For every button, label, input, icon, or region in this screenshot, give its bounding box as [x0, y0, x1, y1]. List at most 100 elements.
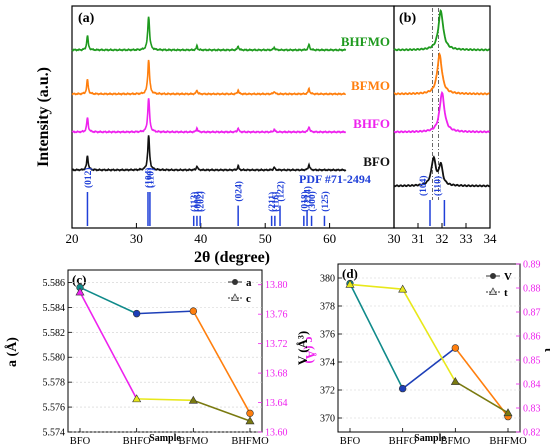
series-t-segment	[349, 283, 403, 290]
series-t-segment	[454, 380, 509, 414]
panel-a: (a) Intensity (a.u.) 2θ (degree) 20 30 40 5…	[35, 5, 395, 266]
series-a-point	[132, 309, 141, 318]
sample-label-bfmo: BFMO	[351, 78, 390, 93]
legend-label-1: a	[246, 277, 252, 289]
hkl-label: (006)	[192, 191, 203, 212]
series-a-segment	[192, 310, 251, 414]
panel-a-xtick-label: 60	[323, 231, 336, 246]
panel-b-curves	[393, 8, 491, 200]
panel-d: (d) V (Å³) t Sample 370 372 374 376 378 380 0.…	[295, 260, 550, 445]
series-a-segment	[136, 310, 194, 315]
panel-c-frame	[67, 269, 263, 433]
right-tick-label: 0.83	[523, 404, 541, 415]
panel-a-sample-labels: BHFMO BFMO BHFO BFO	[341, 34, 390, 169]
hkl-label: (116)	[270, 192, 281, 212]
right-tick-label: 0.88	[523, 284, 541, 295]
panel-a-reference-bars	[86, 192, 326, 226]
x-tick-label: BFO	[340, 436, 361, 445]
right-tick-label: 0.85	[523, 356, 541, 367]
xrd-curve-bfmo	[71, 59, 346, 96]
zoom-curve-bfmo	[393, 52, 490, 96]
series-t-point	[398, 284, 408, 293]
pdf-label: PDF #71-2494	[299, 172, 371, 186]
xrd-curve-bfo	[71, 135, 347, 172]
panel-d-axes: 370 372 374 376 378 380 0.82 0.83 0.84 0.85 0.86 0.…	[320, 260, 541, 445]
right-tick-label: 0.89	[523, 260, 541, 271]
series-c-point	[75, 287, 85, 296]
hkl-label: (012)	[83, 167, 94, 188]
hkl-label: (113)	[189, 192, 200, 212]
panel-b-hkl-labels: (104) (110)	[418, 175, 443, 196]
panel-b-label: (b)	[399, 11, 416, 26]
panel-a-xtick-label: 20	[66, 231, 79, 246]
panel-a-ylabel: Intensity (a.u.)	[35, 67, 52, 167]
panel-d-xlabel: Sample	[414, 433, 446, 444]
series-c-segment	[79, 291, 138, 400]
panel-c-series	[75, 283, 255, 425]
legend-label-2: c	[246, 293, 251, 305]
right-tick-label: 13.76	[265, 310, 288, 321]
hkl-label: (214)	[303, 186, 314, 207]
hkl-label: (018)	[299, 191, 310, 212]
panel-c-legend: ac	[228, 277, 252, 305]
left-tick-label: 372	[320, 386, 335, 397]
legend-marker-2	[230, 293, 240, 301]
zoom-curve-bhfo	[393, 90, 491, 134]
panel-b-hkl-label: (104)	[418, 175, 429, 196]
zoom-curve-bfo	[393, 155, 490, 188]
panel-d-frame	[337, 263, 521, 433]
panel-a-xtick-label: 50	[259, 231, 272, 246]
left-tick-label: 5.574	[43, 428, 66, 439]
left-tick-label: 5.578	[43, 378, 66, 389]
xrd-curve-bhfmo	[71, 16, 347, 52]
left-tick-label: 370	[320, 414, 335, 425]
panel-a-curves	[71, 16, 347, 172]
series-a-point	[189, 307, 198, 315]
panel-c: (c) a (Å) c (Å) Sample 5.5745.5765.5785.…	[4, 269, 318, 445]
sample-label-bhfo: BHFO	[353, 116, 390, 131]
series-v-point	[451, 344, 460, 352]
panel-a-xlabel: 2θ (degree)	[194, 249, 270, 266]
left-tick-label: 374	[320, 358, 335, 369]
legend-marker-1	[232, 279, 238, 285]
left-tick-label: 378	[320, 302, 335, 313]
panel-d-ylabel-right: t	[542, 348, 550, 352]
panel-d-ylabel-left: V (Å³)	[295, 331, 310, 365]
right-tick-label: 0.86	[523, 332, 541, 343]
panel-d-series	[345, 279, 513, 421]
hkl-label: (122)	[276, 181, 287, 202]
panel-a-xticks: 20 30 40 50 60	[66, 223, 336, 246]
panel-d-ylabel-left-text: V (Å³)	[295, 331, 310, 365]
series-t-point	[503, 408, 513, 417]
x-tick-label: BFO	[70, 436, 91, 445]
right-tick-label: 0.84	[523, 380, 541, 391]
panel-b-xtick-label: 32	[436, 231, 449, 246]
series-a-point	[246, 409, 254, 418]
panel-b-xtick-label: 33	[460, 231, 473, 246]
series-c-segment	[136, 398, 194, 402]
panel-a-hkl-labels: (012) (104)(110) (113)(006)(202) (024) (211)…	[83, 167, 331, 211]
hkl-label: (110)	[145, 168, 156, 188]
right-tick-label: 13.60	[265, 428, 288, 439]
panel-b-xtick-label: 30	[388, 231, 401, 246]
series-v-segment	[349, 283, 404, 389]
hkl-label: (125)	[320, 191, 331, 212]
series-t-point	[450, 376, 460, 385]
zoom-curve-bhfmo	[393, 8, 490, 52]
panel-c-ylabel-left: a (Å)	[4, 337, 20, 367]
right-tick-label: 13.68	[265, 369, 288, 380]
left-tick-label: 5.576	[43, 403, 66, 414]
series-c-point	[132, 394, 142, 403]
hkl-label: (211)	[267, 192, 278, 212]
series-v-segment	[454, 347, 509, 418]
hkl-label: (300)	[307, 191, 318, 212]
left-tick-label: 376	[320, 330, 335, 341]
x-tick-label: BHFMO	[489, 436, 527, 445]
x-tick-label: BFMO	[440, 436, 470, 445]
right-tick-label: 0.82	[523, 428, 541, 439]
panel-a-xtick-label: 40	[194, 231, 207, 246]
panel-b-xtick-label: 31	[412, 231, 425, 246]
x-tick-label: BHFO	[389, 436, 417, 445]
legend-marker-2	[488, 287, 498, 295]
